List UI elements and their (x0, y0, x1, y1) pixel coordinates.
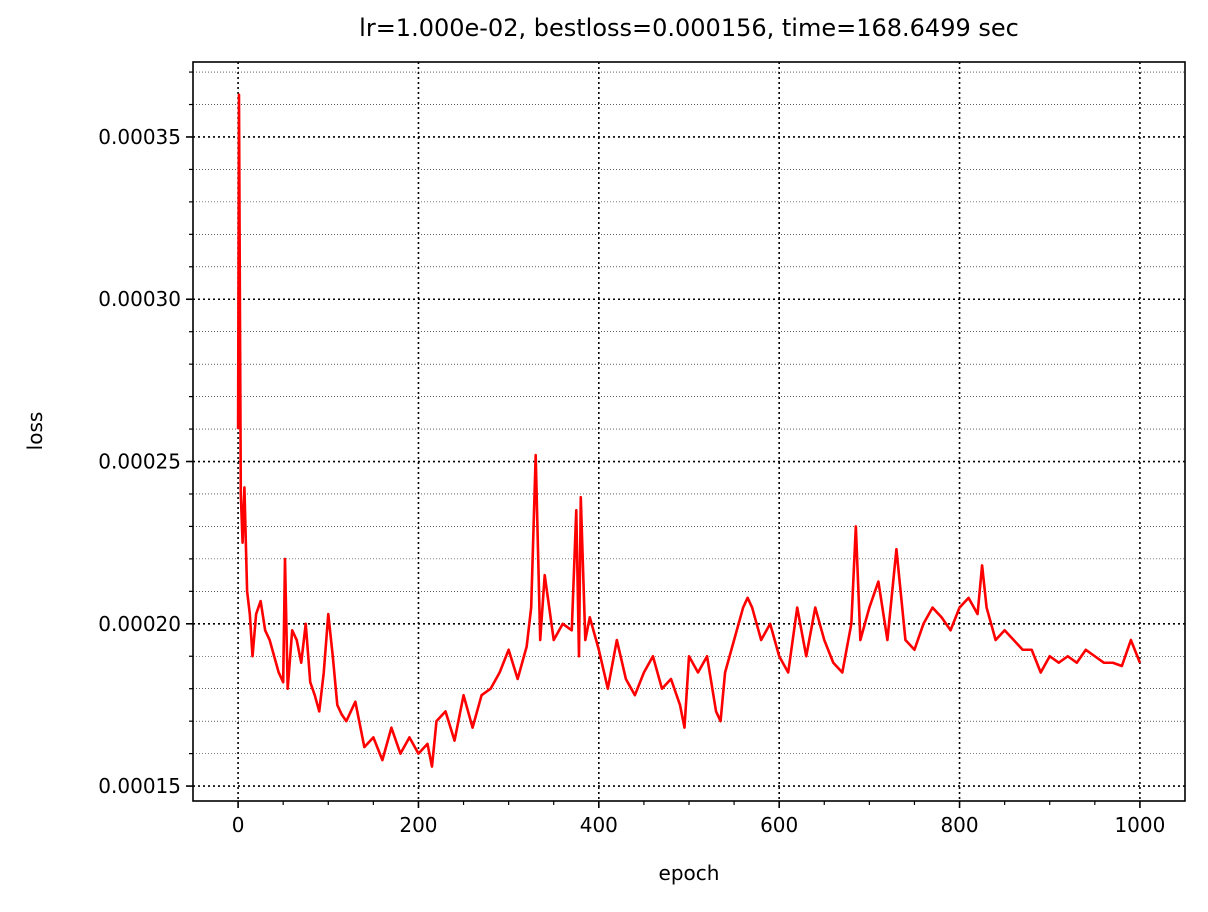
chart-title: lr=1.000e-02, bestloss=0.000156, time=16… (359, 14, 1019, 42)
x-tick-label: 200 (399, 813, 437, 837)
x-tick-label: 0 (232, 813, 245, 837)
y-tick-label: 0.00025 (98, 450, 181, 474)
x-tick-label: 600 (760, 813, 798, 837)
plot-frame (192, 61, 1186, 802)
x-axis-label: epoch (659, 861, 720, 885)
y-axis-label: loss (23, 412, 47, 451)
x-tick-label: 800 (940, 813, 978, 837)
y-tick-label: 0.00015 (98, 774, 181, 798)
x-tick-label: 400 (580, 813, 618, 837)
y-tick-label: 0.00030 (98, 287, 181, 311)
y-tick-label: 0.00035 (98, 125, 181, 149)
y-tick-label: 0.00020 (98, 612, 181, 636)
line (236, 93, 1142, 768)
x-tick-label: 1000 (1114, 813, 1165, 837)
